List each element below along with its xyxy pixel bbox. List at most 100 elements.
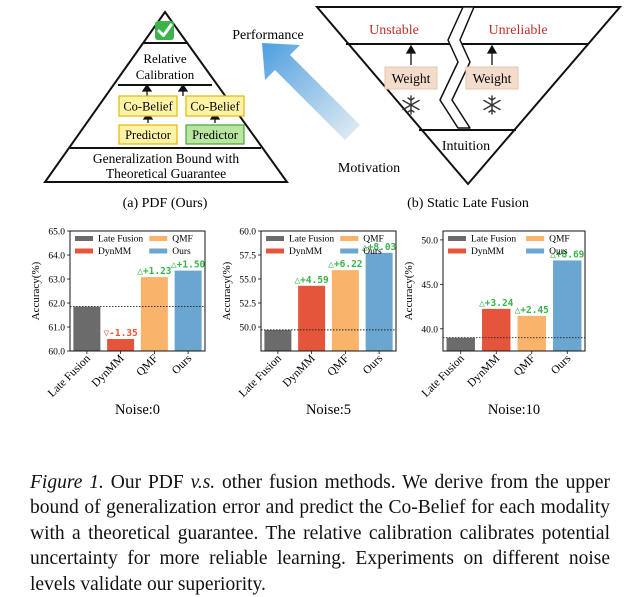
cobelief-left: Co-Belief — [123, 100, 173, 114]
legend-swatch — [526, 236, 544, 241]
caption-vs: v.s. — [191, 472, 216, 493]
bar-charts: Late Fusion▽-1.35DynMM△+1.23QMF△+1.50Our… — [30, 228, 585, 419]
legend-swatch — [448, 249, 466, 254]
bar-annotation: △+2.45 — [515, 305, 550, 316]
performance-label: Performance — [232, 28, 304, 43]
y-tick-label: 64.0 — [48, 252, 65, 262]
legend-label: DynMM — [289, 247, 323, 257]
unreliable-label: Unreliable — [488, 23, 547, 38]
y-tick-label: 52.5 — [239, 300, 256, 310]
chart-0: Late Fusion▽-1.35DynMM△+1.23QMF△+1.50Our… — [30, 228, 206, 419]
x-tick-label: DynMM — [281, 353, 318, 390]
y-tick-label: 60.0 — [48, 348, 65, 358]
y-tick-label: 50.0 — [421, 236, 438, 246]
intuition-label: Intuition — [442, 139, 490, 154]
relative-calibration-line1: Relative — [143, 51, 187, 66]
bar-late-fusion — [447, 338, 475, 351]
x-tick-label: DynMM — [90, 353, 127, 390]
y-tick-label: 45.0 — [421, 281, 438, 291]
motivation-arrow — [262, 43, 360, 140]
bar-annotation: △+3.24 — [479, 298, 514, 309]
figure: Relative Calibration Co-Belief Co-Belief… — [0, 0, 632, 430]
figure-caption: Figure 1. Our PDF v.s. other fusion meth… — [30, 470, 610, 597]
bound-line1: Generalization Bound with — [93, 151, 239, 166]
x-tick-label: Late Fusion — [46, 352, 93, 399]
y-tick-label: 65.0 — [48, 228, 65, 238]
panel-b-caption: (b) Static Late Fusion — [407, 196, 529, 211]
x-tick-label: DynMM — [465, 353, 502, 390]
legend-swatch — [526, 249, 544, 254]
bar-late-fusion — [73, 307, 100, 351]
y-tick-label: 50.0 — [239, 324, 256, 334]
legend-label: Ours — [549, 247, 568, 257]
bar-dynmm — [298, 286, 325, 351]
y-tick-label: 40.0 — [421, 325, 438, 335]
legend-swatch — [448, 236, 466, 241]
legend-swatch — [266, 249, 284, 254]
chart-title: Noise:10 — [488, 402, 540, 418]
x-tick-label: QMF — [325, 353, 351, 379]
bar-dynmm — [107, 339, 134, 351]
chart-1: Late Fusion△+4.59DynMM△+6.22QMF△+8.03Our… — [221, 228, 397, 419]
y-tick-label: 55.0 — [239, 276, 256, 286]
legend-swatch — [75, 249, 93, 254]
x-tick-label: Late Fusion — [420, 352, 467, 399]
x-tick-label: QMF — [512, 353, 538, 379]
bar-qmf — [141, 277, 168, 351]
weight-left: Weight — [392, 71, 431, 86]
y-tick-label: 62.0 — [48, 300, 65, 310]
predictor-left: Predictor — [125, 128, 172, 142]
bar-annotation: △+1.50 — [171, 260, 206, 271]
legend-label: Late Fusion — [289, 235, 334, 245]
caption-label: Figure 1. — [30, 472, 104, 493]
check-mark-icon — [155, 21, 174, 40]
legend-label: QMF — [172, 235, 193, 245]
panel-b-pyramid: Unstable Unreliable Weight Weight Intuit… — [317, 7, 620, 184]
legend-swatch — [149, 236, 167, 241]
bar-annotation: △+6.22 — [328, 259, 362, 270]
relative-calibration-line2: Calibration — [136, 67, 195, 82]
motivation-label: Motivation — [338, 161, 400, 176]
legend-label: Late Fusion — [98, 235, 143, 245]
y-tick-label: 57.5 — [239, 252, 256, 262]
x-tick-label: Late Fusion — [237, 352, 284, 399]
legend-label: QMF — [549, 235, 570, 245]
bar-ours — [175, 271, 202, 351]
legend-label: Late Fusion — [471, 235, 516, 245]
chart-2: Late Fusion△+3.24DynMM△+2.45QMF△+8.69Our… — [403, 231, 585, 418]
weight-right: Weight — [473, 71, 512, 86]
bar-ours — [366, 253, 393, 351]
legend-label: Ours — [363, 247, 382, 257]
bar-annotation: ▽-1.35 — [103, 328, 138, 339]
chart-title: Noise:5 — [306, 402, 351, 418]
bound-line2: Theoretical Guarantee — [106, 166, 226, 181]
legend-swatch — [75, 236, 93, 241]
y-axis-label: Accuracy(%) — [30, 261, 42, 320]
caption-text-start: Our PDF — [104, 472, 191, 493]
unstable-label: Unstable — [369, 23, 419, 38]
bar-dynmm — [482, 309, 510, 351]
legend-label: Ours — [172, 247, 191, 257]
panel-a-caption: (a) PDF (Ours) — [123, 196, 208, 211]
y-axis-label: Accuracy(%) — [403, 261, 415, 320]
legend-label: QMF — [363, 235, 384, 245]
legend-swatch — [266, 236, 284, 241]
predictor-right: Predictor — [192, 128, 239, 142]
y-tick-label: 63.0 — [48, 276, 65, 286]
legend-swatch — [340, 236, 358, 241]
cobelief-right: Co-Belief — [190, 100, 240, 114]
x-tick-label: Ours — [170, 352, 195, 377]
legend-swatch — [149, 249, 167, 254]
x-tick-label: Ours — [361, 352, 386, 377]
y-axis-label: Accuracy(%) — [221, 261, 233, 320]
legend-swatch — [340, 249, 358, 254]
x-tick-label: QMF — [134, 353, 160, 379]
legend-label: DynMM — [98, 247, 132, 257]
x-tick-label: Ours — [549, 352, 574, 377]
bar-qmf — [332, 270, 359, 351]
y-tick-label: 61.0 — [48, 324, 65, 334]
chart-title: Noise:0 — [115, 402, 160, 418]
legend-label: DynMM — [471, 247, 505, 257]
bar-annotation: △+4.59 — [294, 275, 329, 286]
bar-qmf — [518, 316, 546, 351]
